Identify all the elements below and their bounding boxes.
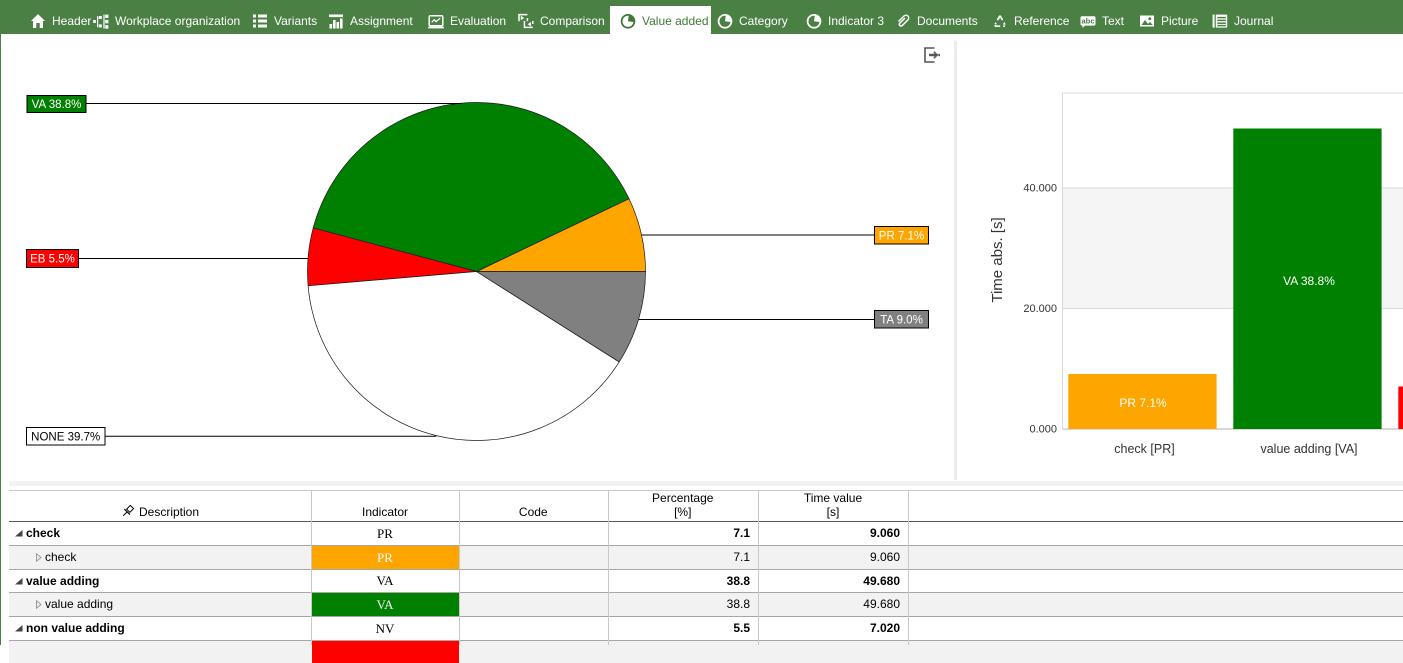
svg-text:40.000: 40.000 xyxy=(1023,183,1057,195)
svg-text:EB 5.5%: EB 5.5% xyxy=(30,254,75,266)
svg-text:Time abs. [s]: Time abs. [s] xyxy=(989,217,1006,302)
svg-text:NONE 39.7%: NONE 39.7% xyxy=(31,432,100,444)
svg-text:TA 9.0%: TA 9.0% xyxy=(880,315,923,327)
svg-text:VA 38.8%: VA 38.8% xyxy=(32,99,82,111)
svg-text:abc: abc xyxy=(1081,16,1094,25)
svg-text:0.000: 0.000 xyxy=(1029,424,1057,436)
svg-text:PR 7.1%: PR 7.1% xyxy=(1119,396,1167,410)
svg-text:value adding [VA]: value adding [VA] xyxy=(1260,442,1357,456)
svg-text:PR 7.1%: PR 7.1% xyxy=(879,231,924,243)
svg-text:VA 38.8%: VA 38.8% xyxy=(1283,274,1335,288)
svg-text:20.000: 20.000 xyxy=(1023,303,1057,315)
svg-text:check [PR]: check [PR] xyxy=(1114,442,1174,456)
